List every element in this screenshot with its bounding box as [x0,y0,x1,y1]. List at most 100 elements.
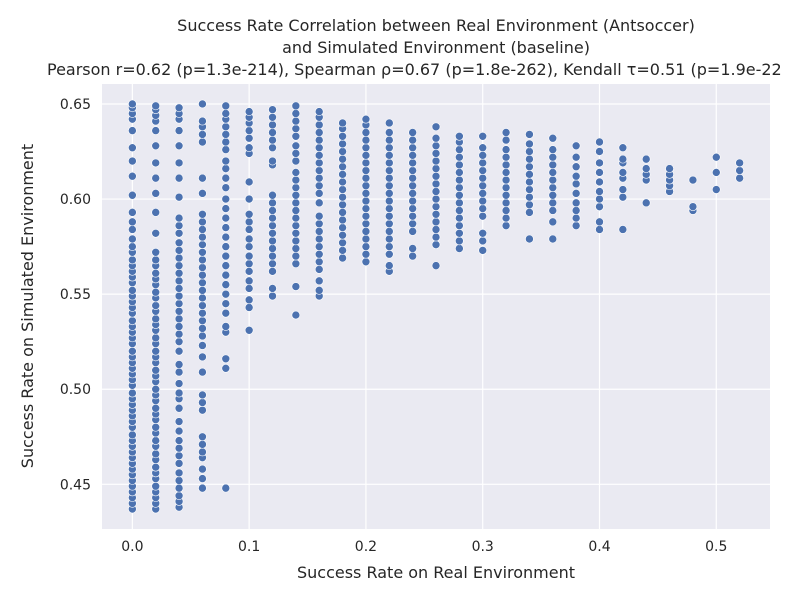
data-point [408,173,417,183]
data-point [291,149,301,158]
data-point [174,126,184,135]
data-point [338,200,347,210]
data-point [595,202,604,211]
data-point [314,173,324,183]
data-point [291,175,301,185]
data-point [151,158,161,168]
data-point [221,364,231,373]
data-point [595,225,604,234]
data-point [384,234,394,244]
data-point [501,160,511,170]
data-point [361,196,371,206]
data-point [478,189,488,198]
data-point [361,128,371,137]
data-point [478,204,488,213]
data-point [548,190,558,200]
data-point [501,135,511,145]
data-point [501,190,511,200]
data-point [361,242,371,251]
data-point [501,168,511,177]
data-point [244,251,254,261]
data-point [174,491,184,501]
data-point [501,221,511,230]
data-point [478,166,488,175]
data-point [221,322,231,331]
data-point [338,147,347,156]
data-point [361,189,371,198]
data-point [384,219,394,229]
data-point [711,185,721,194]
data-point [174,367,184,377]
data-point [198,308,207,318]
data-point [244,234,254,244]
data-point [174,337,184,346]
data-point [268,284,277,293]
data-point [291,156,301,166]
data-point [314,211,324,221]
data-point [548,234,558,244]
data-point [548,217,558,227]
data-point [431,187,441,196]
data-point [338,192,347,202]
data-point [198,217,207,227]
data-point [431,156,441,166]
data-point [221,122,231,132]
data-point [151,462,161,472]
data-point [221,242,231,251]
data-point [314,181,324,191]
data-point [338,170,347,179]
data-point [244,177,254,187]
data-point [361,234,371,244]
data-point [384,227,394,236]
data-point [548,145,558,154]
data-point [198,116,207,126]
data-point [408,219,417,229]
data-point [361,219,371,229]
data-point [384,166,394,175]
data-point [384,158,394,168]
data-point [221,204,231,213]
data-point [268,120,277,130]
data-point [291,198,301,208]
data-point [548,183,558,192]
data-point [361,143,371,153]
data-point [314,242,324,251]
data-point [221,280,231,289]
data-point [314,143,324,153]
data-point [641,164,651,173]
data-point [128,225,137,234]
data-point [151,189,161,198]
data-point [244,126,254,135]
data-point [595,168,604,177]
data-point [268,112,277,122]
y-tick-label: 0.65 [60,97,91,113]
data-point [314,276,324,286]
data-point [268,259,277,269]
data-point [291,228,301,238]
data-point [408,204,417,213]
data-point [174,173,184,183]
data-point [128,143,137,153]
data-point [174,443,184,453]
data-point [268,251,277,261]
data-point [455,131,464,141]
data-point [268,105,277,114]
data-point [151,346,161,356]
data-point [571,213,581,223]
data-point [174,238,184,248]
data-point [174,459,184,468]
data-point [384,173,394,183]
data-point [221,101,231,111]
data-point [291,109,301,118]
data-point [314,107,324,116]
data-point [198,286,207,295]
data-point [151,403,161,413]
data-point [174,468,184,478]
data-point [198,440,207,449]
data-point [455,145,464,154]
data-point [408,196,417,206]
tick-labels: 0.0 0.1 0.2 0.3 0.4 0.5 0.45 0.50 0.55 0.60 0.65 [60,97,728,555]
data-point [571,152,581,162]
